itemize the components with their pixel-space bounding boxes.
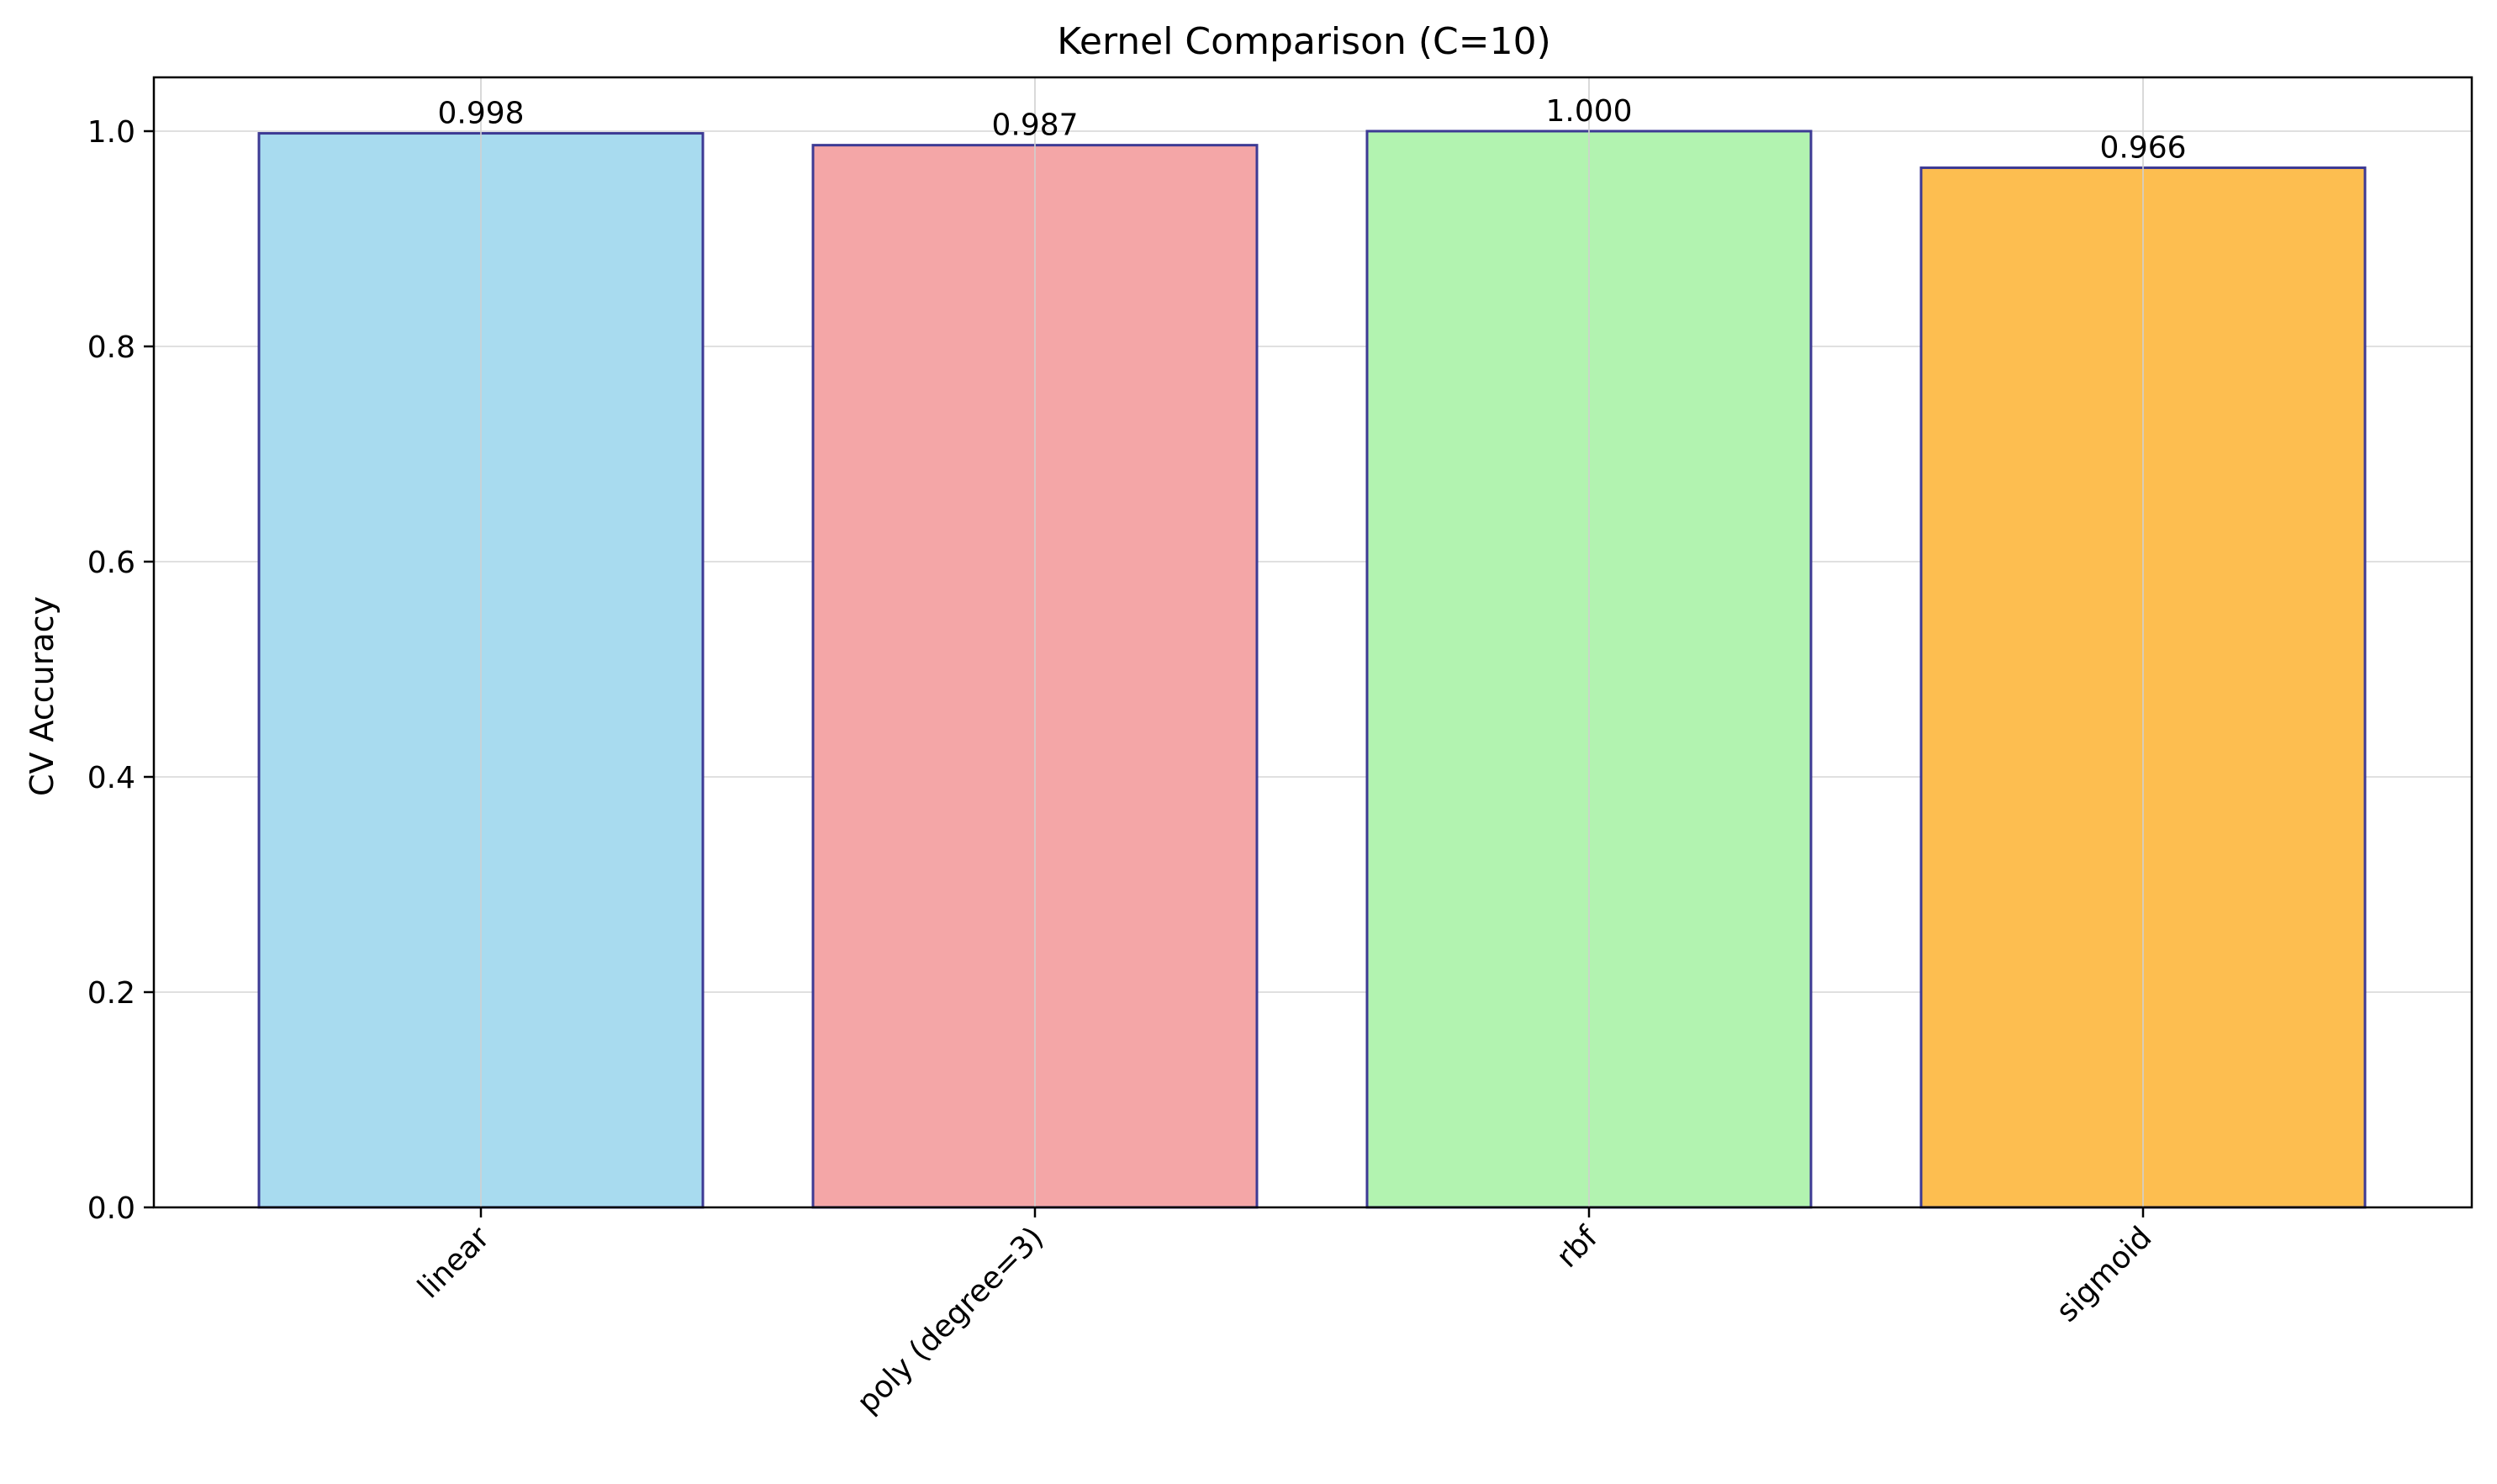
bar-value-label: 1.000	[1545, 94, 1632, 129]
y-tick-label: 0.4	[87, 761, 135, 795]
y-tick-label: 0.2	[87, 976, 135, 1011]
plot-axes	[152, 76, 2473, 1209]
y-tick-label: 1.0	[87, 115, 135, 150]
y-axis-label: CV Accuracy	[24, 596, 61, 796]
bar-value-label: 0.966	[2099, 131, 2186, 166]
plot-frame	[152, 76, 2473, 1209]
chart-title: Kernel Comparison (C=10)	[1057, 20, 1551, 63]
y-tick-label: 0.8	[87, 330, 135, 365]
y-tick-label: 0.6	[87, 546, 135, 580]
bar-value-label: 0.998	[437, 97, 524, 131]
value-labels: 0.998 0.987 1.000 0.966	[437, 94, 2186, 166]
bar-value-label: 0.987	[991, 108, 1078, 143]
grid-lines-front	[480, 77, 2144, 1207]
y-axis-ticks: 0.0 0.2 0.4 0.6 0.8 1.0	[87, 115, 154, 1226]
y-tick-label: 0.0	[87, 1191, 135, 1226]
